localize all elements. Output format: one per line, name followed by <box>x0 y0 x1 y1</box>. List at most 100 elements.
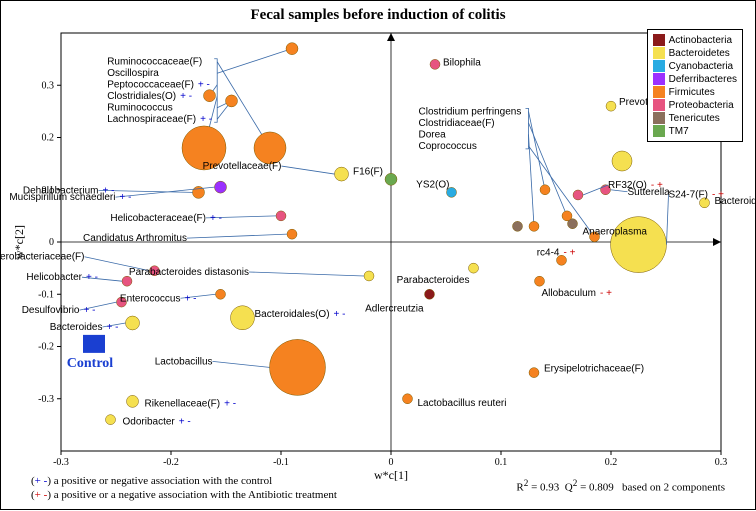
scatter-point <box>127 395 139 407</box>
svg-text:w*c[1]: w*c[1] <box>374 468 408 482</box>
scatter-point <box>204 90 216 102</box>
svg-text:+ -: + - <box>103 185 115 196</box>
legend-item: Firmicutes <box>653 86 737 98</box>
scatter-point <box>215 181 227 193</box>
scatter-point <box>430 59 440 69</box>
svg-text:- +: - + <box>600 288 612 299</box>
group-marker <box>83 335 105 353</box>
fit-stats: R2 = 0.93 Q2 = 0.809 based on 2 componen… <box>516 478 725 494</box>
scatter-point <box>403 394 413 404</box>
scatter-point <box>611 217 667 273</box>
svg-text:Dehalobacterium: Dehalobacterium <box>23 185 99 196</box>
svg-text:Bilophila: Bilophila <box>443 57 481 68</box>
svg-text:0.2: 0.2 <box>42 133 55 144</box>
scatter-point <box>364 271 374 281</box>
svg-text:Ruminococcaceae(F): Ruminococcaceae(F) <box>107 57 202 68</box>
legend-item: Deferribacteres <box>653 73 737 85</box>
scatter-point <box>254 132 286 164</box>
svg-text:Parabacteroides distasonis: Parabacteroides distasonis <box>129 267 249 278</box>
svg-text:+ -: + - <box>86 272 98 283</box>
scatter-point <box>513 221 523 231</box>
svg-text:Peptococcaceae(F): Peptococcaceae(F) <box>107 80 194 91</box>
svg-text:Candidatus Arthromitus: Candidatus Arthromitus <box>83 233 187 244</box>
svg-text:Bacteroidales(O): Bacteroidales(O) <box>255 309 330 320</box>
svg-text:-0.1: -0.1 <box>273 457 289 468</box>
legend-item: Actinobacteria <box>653 34 737 46</box>
scatter-point <box>562 211 572 221</box>
svg-text:Rikenellaceae(F): Rikenellaceae(F) <box>145 398 221 409</box>
svg-text:Ruminococcus: Ruminococcus <box>107 103 173 114</box>
legend-item: Proteobacteria <box>653 99 737 111</box>
svg-text:+ -: + - <box>120 192 132 203</box>
svg-text:+ -: + - <box>334 309 346 320</box>
svg-text:+ -: + - <box>210 213 222 224</box>
scatter-plot: -0.3-0.2-0.100.10.20.3-0.3-0.2-0.100.10.… <box>1 1 756 511</box>
scatter-point <box>286 43 298 55</box>
svg-text:Bacteroides: Bacteroides <box>50 322 103 333</box>
legend-item: Bacteroidetes <box>653 47 737 59</box>
svg-text:Enterobacteriaceae(F): Enterobacteriaceae(F) <box>1 252 85 263</box>
svg-text:0.3: 0.3 <box>42 80 55 91</box>
svg-text:0: 0 <box>389 457 394 468</box>
scatter-point <box>270 339 326 395</box>
svg-text:+ -: + - <box>198 80 210 91</box>
svg-text:0.2: 0.2 <box>605 457 618 468</box>
svg-text:-0.2: -0.2 <box>38 342 54 353</box>
svg-text:Lachnospiraceae(F): Lachnospiraceae(F) <box>107 114 196 125</box>
svg-text:Allobaculum: Allobaculum <box>542 288 596 299</box>
svg-text:Clostridiaceae(F): Clostridiaceae(F) <box>419 118 495 129</box>
svg-text:+ -: + - <box>200 114 212 125</box>
svg-text:+ -: + - <box>185 293 197 304</box>
svg-text:Erysipelotrichaceae(F): Erysipelotrichaceae(F) <box>544 364 644 375</box>
scatter-point <box>276 211 286 221</box>
svg-text:Prevotellaceae(F): Prevotellaceae(F) <box>203 161 282 172</box>
svg-text:Enterococcus: Enterococcus <box>120 293 181 304</box>
svg-text:rc4-4: rc4-4 <box>537 247 560 258</box>
footnote-atb: (+ -) a positive or a negative associati… <box>31 489 337 501</box>
scatter-point <box>385 173 397 185</box>
svg-text:Lactobacillus: Lactobacillus <box>155 356 213 367</box>
scatter-point <box>425 289 435 299</box>
svg-text:Dorea: Dorea <box>419 129 447 140</box>
svg-text:+ -: + - <box>224 398 236 409</box>
svg-text:Helicobacter: Helicobacter <box>26 272 82 283</box>
svg-text:F16(F): F16(F) <box>353 166 383 177</box>
svg-text:- +: - + <box>564 247 576 258</box>
scatter-point <box>231 306 255 330</box>
scatter-point <box>469 263 479 273</box>
scatter-point <box>529 368 539 378</box>
svg-text:- +: - + <box>651 180 663 191</box>
svg-text:0.1: 0.1 <box>495 457 508 468</box>
footnote-control: (+ -) a positive or negative association… <box>31 475 272 487</box>
svg-text:Clostridium perfringens: Clostridium perfringens <box>419 106 522 117</box>
scatter-point <box>535 276 545 286</box>
svg-text:Coprococcus: Coprococcus <box>419 141 477 152</box>
scatter-point <box>226 95 238 107</box>
scatter-point <box>529 221 539 231</box>
svg-text:Helicobacteraceae(F): Helicobacteraceae(F) <box>110 213 206 224</box>
svg-text:-0.3: -0.3 <box>53 457 69 468</box>
scatter-point <box>573 190 583 200</box>
scatter-point <box>612 151 632 171</box>
svg-text:0.3: 0.3 <box>715 457 728 468</box>
scatter-point <box>287 229 297 239</box>
svg-text:Anaeroplasma: Anaeroplasma <box>583 227 648 238</box>
svg-text:-0.2: -0.2 <box>163 457 179 468</box>
svg-text:RF32(O): RF32(O) <box>608 180 647 191</box>
svg-text:-0.3: -0.3 <box>38 394 54 405</box>
scatter-point <box>216 289 226 299</box>
scatter-point <box>126 316 140 330</box>
svg-text:Clostridiales(O): Clostridiales(O) <box>107 91 176 102</box>
svg-text:Desulfovibrio: Desulfovibrio <box>22 305 80 316</box>
svg-text:+ -: + - <box>180 91 192 102</box>
scatter-point <box>335 167 349 181</box>
svg-text:+ -: + - <box>107 322 119 333</box>
scatter-point <box>106 415 116 425</box>
svg-text:0: 0 <box>49 237 54 248</box>
svg-text:- +: - + <box>712 190 724 201</box>
legend-item: Cyanobacteria <box>653 60 737 72</box>
svg-text:Oscillospira: Oscillospira <box>107 68 159 79</box>
svg-text:Adlercreutzia: Adlercreutzia <box>365 303 424 314</box>
svg-text:YS2(O): YS2(O) <box>416 179 449 190</box>
svg-text:+ -: + - <box>179 417 191 428</box>
